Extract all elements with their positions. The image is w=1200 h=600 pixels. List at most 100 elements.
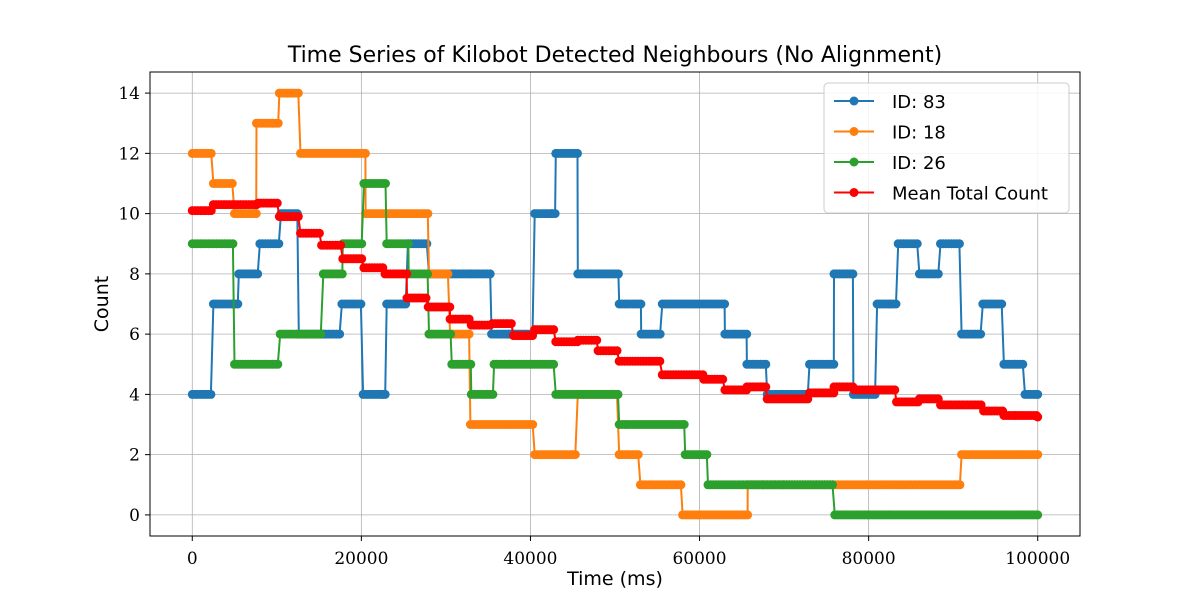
- data-point: [890, 385, 900, 395]
- data-point: [702, 450, 712, 460]
- data-point: [1033, 510, 1043, 520]
- legend-label: ID: 26: [892, 153, 946, 174]
- y-tick-label: 8: [129, 265, 140, 285]
- data-point: [273, 359, 283, 369]
- x-tick-label: 80000: [842, 549, 896, 569]
- legend-item: ID: 18: [834, 123, 946, 144]
- data-point: [655, 356, 665, 366]
- data-point: [912, 239, 922, 249]
- data-point: [549, 359, 559, 369]
- legend: ID: 83 ID: 18 ID: 26 Mean Total Count: [823, 82, 1070, 214]
- data-point: [613, 269, 623, 279]
- data-point: [848, 269, 858, 279]
- data-point: [421, 293, 431, 303]
- data-point: [550, 209, 560, 219]
- data-point: [233, 299, 243, 309]
- tick-layer: 0 20000 40000 60000 80000 100000 0 2 4 6 8 10 12 14: [118, 84, 1070, 569]
- series-4: [187, 198, 1043, 422]
- legend-marker: [849, 127, 859, 136]
- data-point: [423, 269, 433, 279]
- y-tick-label: 10: [118, 205, 140, 225]
- y-tick-label: 14: [118, 84, 140, 104]
- data-point: [633, 450, 643, 460]
- x-tick-label: 20000: [334, 549, 388, 569]
- data-point: [337, 269, 347, 279]
- data-point: [1033, 450, 1043, 460]
- data-point: [718, 374, 728, 384]
- y-tick-label: 6: [129, 325, 140, 345]
- data-point: [1018, 359, 1028, 369]
- data-point: [528, 420, 538, 429]
- legend-label: ID: 83: [892, 92, 946, 113]
- data-point: [679, 420, 689, 429]
- data-point: [206, 148, 216, 158]
- y-tick-label: 0: [129, 506, 140, 526]
- y-axis-label: Count: [91, 276, 113, 332]
- data-point: [228, 239, 238, 249]
- data-point: [829, 359, 839, 369]
- data-point: [488, 389, 498, 399]
- data-point: [446, 329, 456, 339]
- data-point: [466, 359, 476, 369]
- data-point: [356, 299, 366, 309]
- data-point: [293, 88, 303, 98]
- data-point: [381, 179, 390, 188]
- y-tick-label: 4: [129, 385, 140, 405]
- data-point: [612, 346, 622, 356]
- data-point: [485, 269, 495, 279]
- data-point: [954, 239, 964, 249]
- data-point: [997, 299, 1007, 309]
- data-point: [676, 480, 686, 490]
- plot-frame: [149, 71, 1081, 537]
- data-point: [761, 382, 771, 392]
- legend-marker: [849, 188, 859, 197]
- legend-item: ID: 83: [834, 92, 946, 113]
- data-point: [720, 299, 730, 309]
- data-point: [272, 198, 282, 208]
- data-point: [206, 389, 216, 399]
- data-point: [573, 148, 582, 158]
- y-tick-label: 2: [129, 446, 140, 466]
- legend-label: Mean Total Count: [892, 184, 1048, 205]
- data-point: [636, 299, 646, 309]
- data-point: [335, 329, 345, 339]
- data-point: [316, 329, 326, 339]
- data-point: [380, 389, 390, 399]
- data-point: [549, 325, 559, 335]
- data-point: [251, 209, 261, 219]
- data-point: [360, 148, 370, 158]
- data-point: [336, 240, 346, 250]
- data-point: [314, 228, 324, 238]
- legend-box: [823, 82, 1070, 214]
- data-point: [613, 389, 623, 399]
- data-point: [443, 269, 453, 279]
- series-3: [187, 179, 1043, 520]
- data-point: [227, 179, 237, 188]
- legend-label: ID: 18: [892, 123, 946, 144]
- data-point: [742, 329, 752, 339]
- x-tick-label: 100000: [1005, 549, 1070, 569]
- data-point: [976, 329, 986, 339]
- data-point: [357, 254, 367, 264]
- data-point: [464, 329, 474, 339]
- data-point: [402, 269, 412, 279]
- data-point: [570, 450, 580, 460]
- chart-title: Time Series of Kilobot Detected Neighbou…: [287, 43, 942, 68]
- data-point: [761, 359, 771, 369]
- data-point: [933, 269, 943, 279]
- x-tick-label: 60000: [672, 549, 726, 569]
- y-tick-label: 12: [118, 144, 140, 164]
- data-point: [828, 480, 837, 490]
- legend-marker: [849, 96, 859, 106]
- data-point: [423, 209, 433, 219]
- data-point: [1033, 389, 1043, 399]
- legend-item: Mean Total Count: [834, 184, 1048, 205]
- series-2: [187, 88, 1043, 520]
- data-point: [445, 302, 455, 312]
- x-axis-label: Time (ms): [566, 568, 663, 590]
- data-point: [1033, 412, 1043, 422]
- data-point: [422, 239, 432, 249]
- series-layer: [187, 88, 1043, 520]
- legend-marker: [849, 157, 859, 167]
